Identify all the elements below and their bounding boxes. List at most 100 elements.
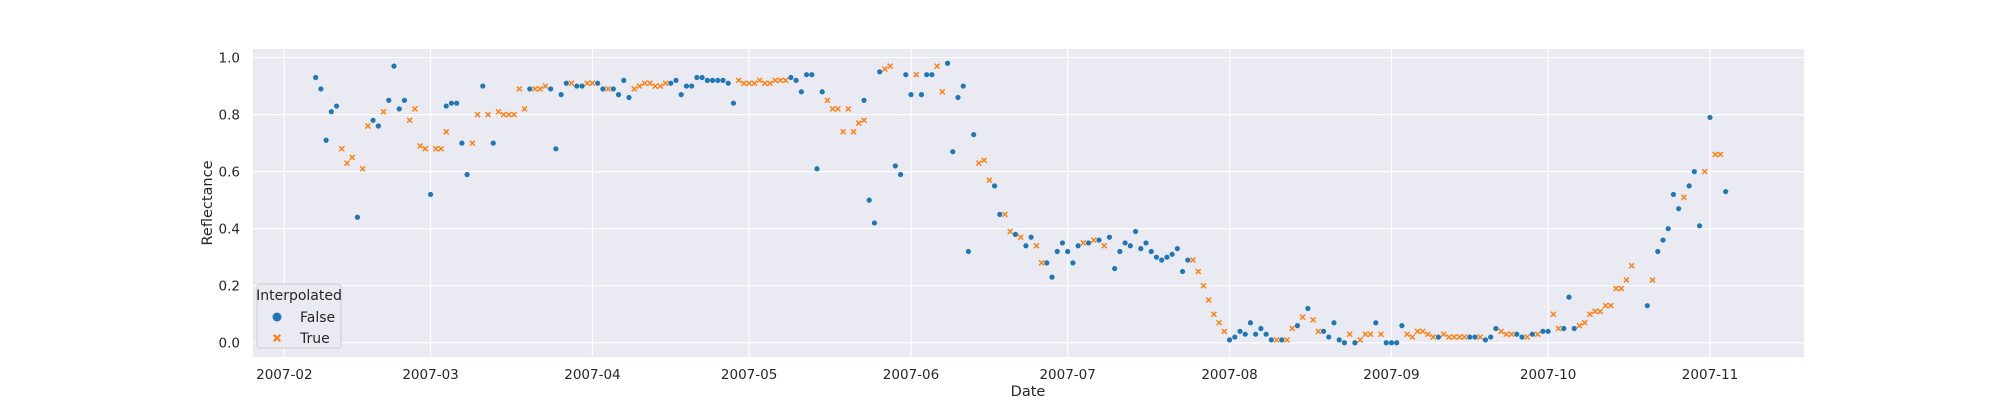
data-point-false	[1138, 246, 1144, 252]
data-point-true	[605, 85, 612, 92]
data-point-true	[500, 111, 507, 118]
data-point-true	[406, 117, 413, 124]
data-point-true	[1205, 296, 1212, 303]
data-point-false	[704, 77, 710, 83]
data-point-true	[1346, 331, 1353, 338]
data-point-false	[1075, 243, 1081, 249]
data-point-true	[474, 111, 481, 118]
data-point-false	[1226, 337, 1233, 343]
data-point-false	[1049, 274, 1055, 280]
data-point-false	[313, 74, 319, 81]
data-point-true	[1534, 331, 1541, 338]
data-point-true	[740, 80, 747, 87]
data-point-true	[1090, 237, 1097, 244]
data-point-true	[422, 145, 429, 152]
data-point-true	[657, 83, 664, 90]
y-axis-title: Reflectance	[200, 160, 216, 245]
data-point-true	[1190, 257, 1196, 264]
data-point-false	[1341, 340, 1348, 346]
data-point-true	[1649, 277, 1656, 283]
data-point-true	[589, 80, 596, 87]
data-point-true	[652, 83, 659, 90]
data-point-false	[1488, 334, 1494, 340]
data-point-false	[1179, 268, 1186, 275]
data-point-true	[1200, 282, 1207, 289]
data-point-false	[1012, 231, 1019, 237]
data-point-false	[1571, 325, 1577, 332]
data-point-false	[1279, 337, 1285, 343]
data-point-true	[861, 117, 867, 124]
data-point-true	[986, 177, 993, 184]
data-point-false	[871, 220, 878, 226]
data-point-false	[558, 92, 564, 98]
data-point-true	[934, 63, 941, 70]
data-point-true	[380, 108, 387, 115]
data-point-true	[432, 145, 439, 152]
legend-marker-false	[272, 312, 282, 322]
data-point-false	[464, 171, 470, 178]
data-point-true	[834, 105, 841, 112]
data-point-false	[323, 137, 329, 143]
data-point-true	[1607, 302, 1614, 309]
data-point-false	[527, 86, 533, 92]
data-point-false	[1519, 334, 1525, 340]
data-point-false	[960, 83, 966, 89]
data-point-false	[699, 74, 705, 81]
data-point-true	[761, 80, 768, 87]
data-point-false	[370, 117, 376, 123]
data-point-true	[1315, 328, 1322, 335]
y-tick-label: 0.4	[219, 222, 240, 238]
data-point-true	[1581, 319, 1588, 326]
data-point-true	[1414, 328, 1421, 335]
data-point-false	[971, 131, 977, 138]
data-point-false	[1540, 328, 1546, 334]
data-point-false	[1044, 260, 1050, 266]
data-point-false	[819, 89, 825, 95]
x-axis-ticks: 2007-02 2007-03 2007-04 2007-05 2007-06 2007-…	[256, 367, 1738, 383]
data-point-false	[1268, 337, 1274, 343]
data-point-true	[735, 77, 742, 84]
data-point-true	[1425, 331, 1431, 338]
data-point-false	[1112, 265, 1118, 272]
data-point-false	[553, 146, 559, 152]
data-point-false	[1482, 337, 1489, 343]
data-point-true	[1440, 331, 1447, 338]
data-point-false	[673, 77, 679, 83]
data-point-true	[1378, 331, 1384, 338]
data-point-true	[359, 165, 366, 172]
data-point-true	[1002, 211, 1008, 218]
data-point-false	[1132, 228, 1139, 235]
data-point-false	[1399, 323, 1405, 329]
data-point-false	[610, 86, 616, 92]
data-point-false	[1472, 334, 1478, 340]
data-point-false	[443, 103, 449, 109]
data-point-false	[1707, 114, 1713, 121]
data-point-true	[505, 111, 512, 118]
data-point-false	[1676, 206, 1682, 212]
data-point-true	[1033, 242, 1040, 249]
data-point-false	[798, 89, 804, 95]
data-point-true	[1409, 334, 1416, 341]
data-point-true	[1701, 168, 1708, 175]
data-point-true	[631, 85, 638, 92]
data-point-false	[1320, 328, 1327, 334]
data-point-true	[1461, 334, 1468, 341]
data-point-false	[1394, 340, 1400, 346]
data-point-true	[975, 160, 982, 167]
data-point-false	[1059, 240, 1066, 246]
data-point-false	[668, 80, 674, 86]
data-point-false	[944, 60, 951, 66]
data-point-false	[354, 214, 361, 220]
data-point-true	[1430, 334, 1437, 341]
data-point-false	[1336, 337, 1342, 343]
data-point-false	[861, 97, 867, 103]
data-point-true	[1477, 334, 1484, 341]
data-point-false	[725, 80, 731, 86]
data-point-false	[427, 191, 434, 198]
data-point-true	[1080, 239, 1087, 246]
data-point-true	[1712, 151, 1719, 158]
data-point-false	[318, 86, 324, 92]
data-point-false	[1665, 226, 1671, 232]
data-point-true	[1602, 302, 1609, 309]
data-point-false	[903, 72, 909, 78]
